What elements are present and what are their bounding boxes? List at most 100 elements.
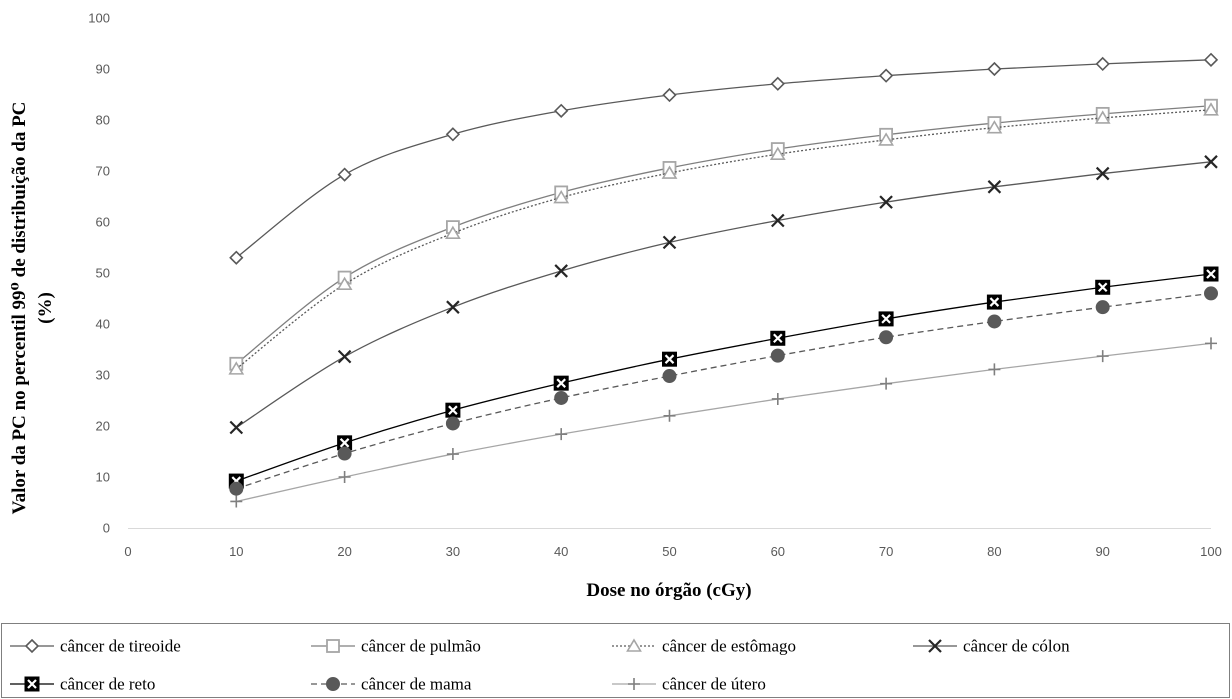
marker-x bbox=[662, 235, 677, 250]
marker-diamond bbox=[229, 250, 244, 265]
marker-triangle bbox=[444, 225, 461, 240]
x-tick-label: 90 bbox=[1095, 544, 1109, 559]
marker-box-x bbox=[27, 679, 37, 689]
legend-item: câncer de estômago bbox=[612, 637, 796, 656]
marker-circle bbox=[1204, 286, 1218, 301]
marker-box-x bbox=[1097, 282, 1108, 293]
data-point bbox=[1095, 279, 1111, 295]
y-tick-label: 20 bbox=[96, 419, 110, 434]
marker-x bbox=[987, 180, 1002, 194]
marker-box-x bbox=[773, 333, 783, 344]
data-point bbox=[879, 195, 893, 209]
marker-box-x bbox=[448, 405, 458, 415]
data-point bbox=[446, 448, 459, 461]
marker-x bbox=[771, 213, 785, 228]
marker-triangle bbox=[878, 132, 895, 146]
data-point bbox=[229, 250, 244, 265]
data-point bbox=[444, 225, 461, 240]
marker-diamond bbox=[445, 127, 461, 142]
data-point bbox=[662, 369, 677, 384]
legend-item: câncer de tireoide bbox=[10, 637, 181, 656]
legend-item: câncer de cólon bbox=[913, 637, 1070, 656]
x-tick-label: 40 bbox=[554, 544, 568, 559]
data-point bbox=[1096, 350, 1109, 363]
marker-box-x bbox=[989, 297, 1000, 307]
data-point bbox=[336, 276, 353, 291]
data-point bbox=[1095, 56, 1110, 72]
data-point bbox=[228, 361, 245, 375]
data-point bbox=[326, 639, 340, 653]
data-point bbox=[229, 481, 244, 496]
legend-label: câncer de estômago bbox=[662, 637, 796, 656]
data-point bbox=[337, 446, 352, 461]
marker-plus bbox=[446, 448, 459, 461]
data-point bbox=[230, 495, 243, 508]
x-axis-title: Dose no órgão (cGy) bbox=[586, 580, 751, 601]
series-line bbox=[236, 273, 1212, 482]
marker-plus bbox=[1096, 350, 1109, 363]
x-tick-label: 30 bbox=[446, 544, 460, 559]
data-point bbox=[986, 120, 1003, 134]
data-point bbox=[445, 402, 461, 418]
marker-diamond bbox=[1203, 52, 1219, 67]
marker-x bbox=[446, 300, 460, 314]
data-point bbox=[555, 428, 568, 441]
series-line bbox=[236, 342, 1212, 503]
marker-x bbox=[928, 639, 942, 653]
series bbox=[230, 337, 1217, 508]
x-tick-label: 100 bbox=[1200, 544, 1222, 559]
y-tick-label: 0 bbox=[103, 521, 110, 536]
marker-box-x bbox=[556, 378, 566, 388]
data-point bbox=[1204, 286, 1218, 301]
legend-item: câncer de mama bbox=[311, 675, 472, 694]
x-tick-label: 20 bbox=[337, 544, 351, 559]
data-point bbox=[928, 639, 942, 653]
marker-box-x bbox=[881, 314, 891, 324]
data-point bbox=[24, 638, 40, 654]
marker-plus bbox=[628, 678, 640, 690]
data-point bbox=[662, 351, 677, 367]
series bbox=[229, 155, 1218, 435]
data-point bbox=[1203, 52, 1219, 67]
marker-diamond bbox=[554, 103, 569, 118]
data-point bbox=[770, 76, 785, 91]
y-axis-title-unit: (%) bbox=[35, 292, 56, 324]
data-point bbox=[663, 409, 676, 422]
data-point bbox=[987, 180, 1002, 194]
series bbox=[229, 52, 1219, 265]
data-point bbox=[1205, 337, 1217, 350]
data-point bbox=[661, 165, 678, 179]
series bbox=[229, 98, 1218, 371]
legend-item: câncer de reto bbox=[10, 675, 155, 694]
legend-label: câncer de tireoide bbox=[60, 637, 181, 656]
legend-item: câncer de útero bbox=[612, 675, 766, 694]
legend-label: câncer de mama bbox=[361, 675, 472, 694]
data-point bbox=[769, 146, 786, 160]
marker-box-x bbox=[339, 438, 350, 448]
marker-circle bbox=[337, 446, 352, 461]
data-point bbox=[771, 213, 785, 228]
data-point bbox=[554, 264, 568, 278]
marker-circle bbox=[770, 348, 785, 363]
data-point bbox=[446, 300, 460, 314]
x-tick-label: 0 bbox=[124, 544, 131, 559]
chart-axes: 0 10 20 30 40 50 60 70 80 90 100 0 10 20 30 40 50 60 70 80 9… bbox=[88, 11, 1222, 560]
marker-circle bbox=[229, 481, 244, 496]
marker-x bbox=[554, 264, 568, 278]
data-point bbox=[878, 132, 895, 146]
marker-plus bbox=[988, 363, 1001, 376]
data-point bbox=[337, 167, 352, 182]
legend-label: câncer de útero bbox=[662, 675, 766, 694]
data-point bbox=[553, 189, 570, 204]
data-point bbox=[770, 348, 785, 363]
marker-circle bbox=[326, 677, 340, 691]
data-point bbox=[445, 127, 461, 142]
data-point bbox=[1094, 110, 1111, 124]
data-point bbox=[1203, 266, 1219, 282]
data-point bbox=[229, 420, 244, 435]
series-line bbox=[235, 105, 1212, 365]
data-point bbox=[662, 87, 677, 103]
data-point bbox=[626, 638, 642, 652]
data-point bbox=[1095, 166, 1110, 181]
data-point bbox=[878, 311, 894, 327]
